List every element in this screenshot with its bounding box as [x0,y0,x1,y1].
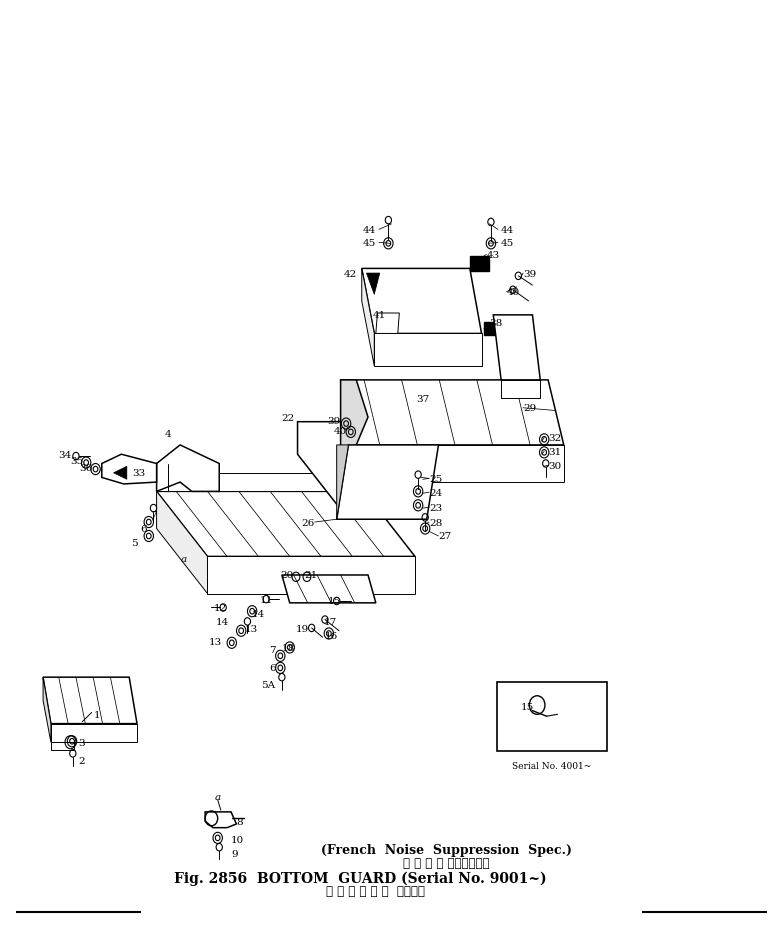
Polygon shape [493,316,540,380]
Text: 14: 14 [215,617,229,626]
Text: 11: 11 [260,595,272,604]
Polygon shape [157,445,219,492]
Text: 12: 12 [214,603,227,612]
Text: 2: 2 [78,756,85,766]
Polygon shape [362,269,374,367]
Text: (French  Noise  Suppression  Spec.): (French Noise Suppression Spec.) [321,844,572,857]
Text: 38: 38 [489,318,503,328]
Text: 44: 44 [501,226,514,235]
Text: 6: 6 [269,664,276,673]
Text: 29: 29 [523,404,536,413]
Polygon shape [43,677,137,724]
Text: ボ ト ム ガ ー ド  適用号機: ボ ト ム ガ ー ド 適用号機 [327,884,425,897]
Polygon shape [102,455,157,484]
Text: 15: 15 [521,702,533,712]
Text: 9: 9 [231,849,237,858]
Polygon shape [157,492,415,557]
Text: 5A: 5A [262,680,276,690]
Polygon shape [43,677,51,742]
Text: 3: 3 [78,738,85,747]
Polygon shape [51,742,74,750]
Text: 26: 26 [301,518,315,527]
Polygon shape [157,473,364,492]
Bar [497,682,607,752]
Polygon shape [341,380,368,483]
Text: a: a [181,554,187,563]
Text: 36: 36 [80,463,92,472]
Text: 45: 45 [363,238,376,248]
Text: 13: 13 [245,625,258,634]
Text: 42: 42 [344,269,357,278]
Text: 6: 6 [140,524,146,534]
Text: Serial No. 4001~: Serial No. 4001~ [512,761,592,770]
Text: 27: 27 [438,532,452,541]
Text: 18: 18 [282,643,294,652]
Polygon shape [341,380,356,483]
Text: 10: 10 [231,835,244,844]
Polygon shape [341,380,564,445]
Text: 40: 40 [507,288,520,297]
Text: 4: 4 [165,430,171,439]
Text: 41: 41 [373,311,385,320]
Text: 7: 7 [269,645,276,654]
Text: 17: 17 [323,617,337,626]
Text: 21: 21 [305,570,318,579]
Text: 39: 39 [327,417,341,426]
Text: 35: 35 [70,457,83,466]
Text: 43: 43 [486,251,500,260]
Text: 33: 33 [133,469,146,478]
Text: 19: 19 [296,625,309,634]
Bar [470,257,489,272]
Text: 30: 30 [548,461,561,470]
Text: 15: 15 [327,597,341,606]
Polygon shape [114,467,127,480]
Bar [484,323,501,336]
Polygon shape [207,557,415,594]
Polygon shape [337,445,348,520]
Text: 44: 44 [363,226,376,235]
Text: 31: 31 [548,447,561,457]
Text: 14: 14 [252,610,265,619]
Text: 13: 13 [209,638,222,647]
Text: 16: 16 [325,631,338,640]
Text: 22: 22 [282,413,294,422]
Polygon shape [376,314,399,334]
Polygon shape [501,380,540,399]
Polygon shape [282,575,376,603]
Text: 39: 39 [523,269,536,278]
Polygon shape [298,422,392,520]
Polygon shape [356,445,564,483]
Polygon shape [366,274,380,295]
Polygon shape [374,334,482,367]
Text: 7: 7 [150,510,157,520]
Polygon shape [337,445,438,520]
Text: a: a [215,792,221,801]
Text: Fig. 2856  BOTTOM  GUARD (Serial No. 9001~): Fig. 2856 BOTTOM GUARD (Serial No. 9001~… [174,870,547,885]
Text: 20: 20 [280,570,294,579]
Text: 28: 28 [429,518,442,527]
Polygon shape [51,724,137,742]
Text: 34: 34 [59,450,71,459]
Text: 23: 23 [429,503,442,512]
Polygon shape [157,492,207,594]
Polygon shape [362,269,482,334]
Text: 25: 25 [429,474,442,483]
Text: 40: 40 [334,426,347,435]
Text: 32: 32 [548,433,561,443]
Polygon shape [205,812,236,828]
Text: フ ラ ン ス 騒音規制仕様: フ ラ ン ス 騒音規制仕様 [403,857,489,870]
Text: 24: 24 [429,488,442,497]
Text: 37: 37 [417,394,430,404]
Text: 1: 1 [94,710,100,719]
Text: 8: 8 [236,817,243,826]
Text: 5: 5 [132,538,138,548]
Text: 45: 45 [501,238,514,248]
